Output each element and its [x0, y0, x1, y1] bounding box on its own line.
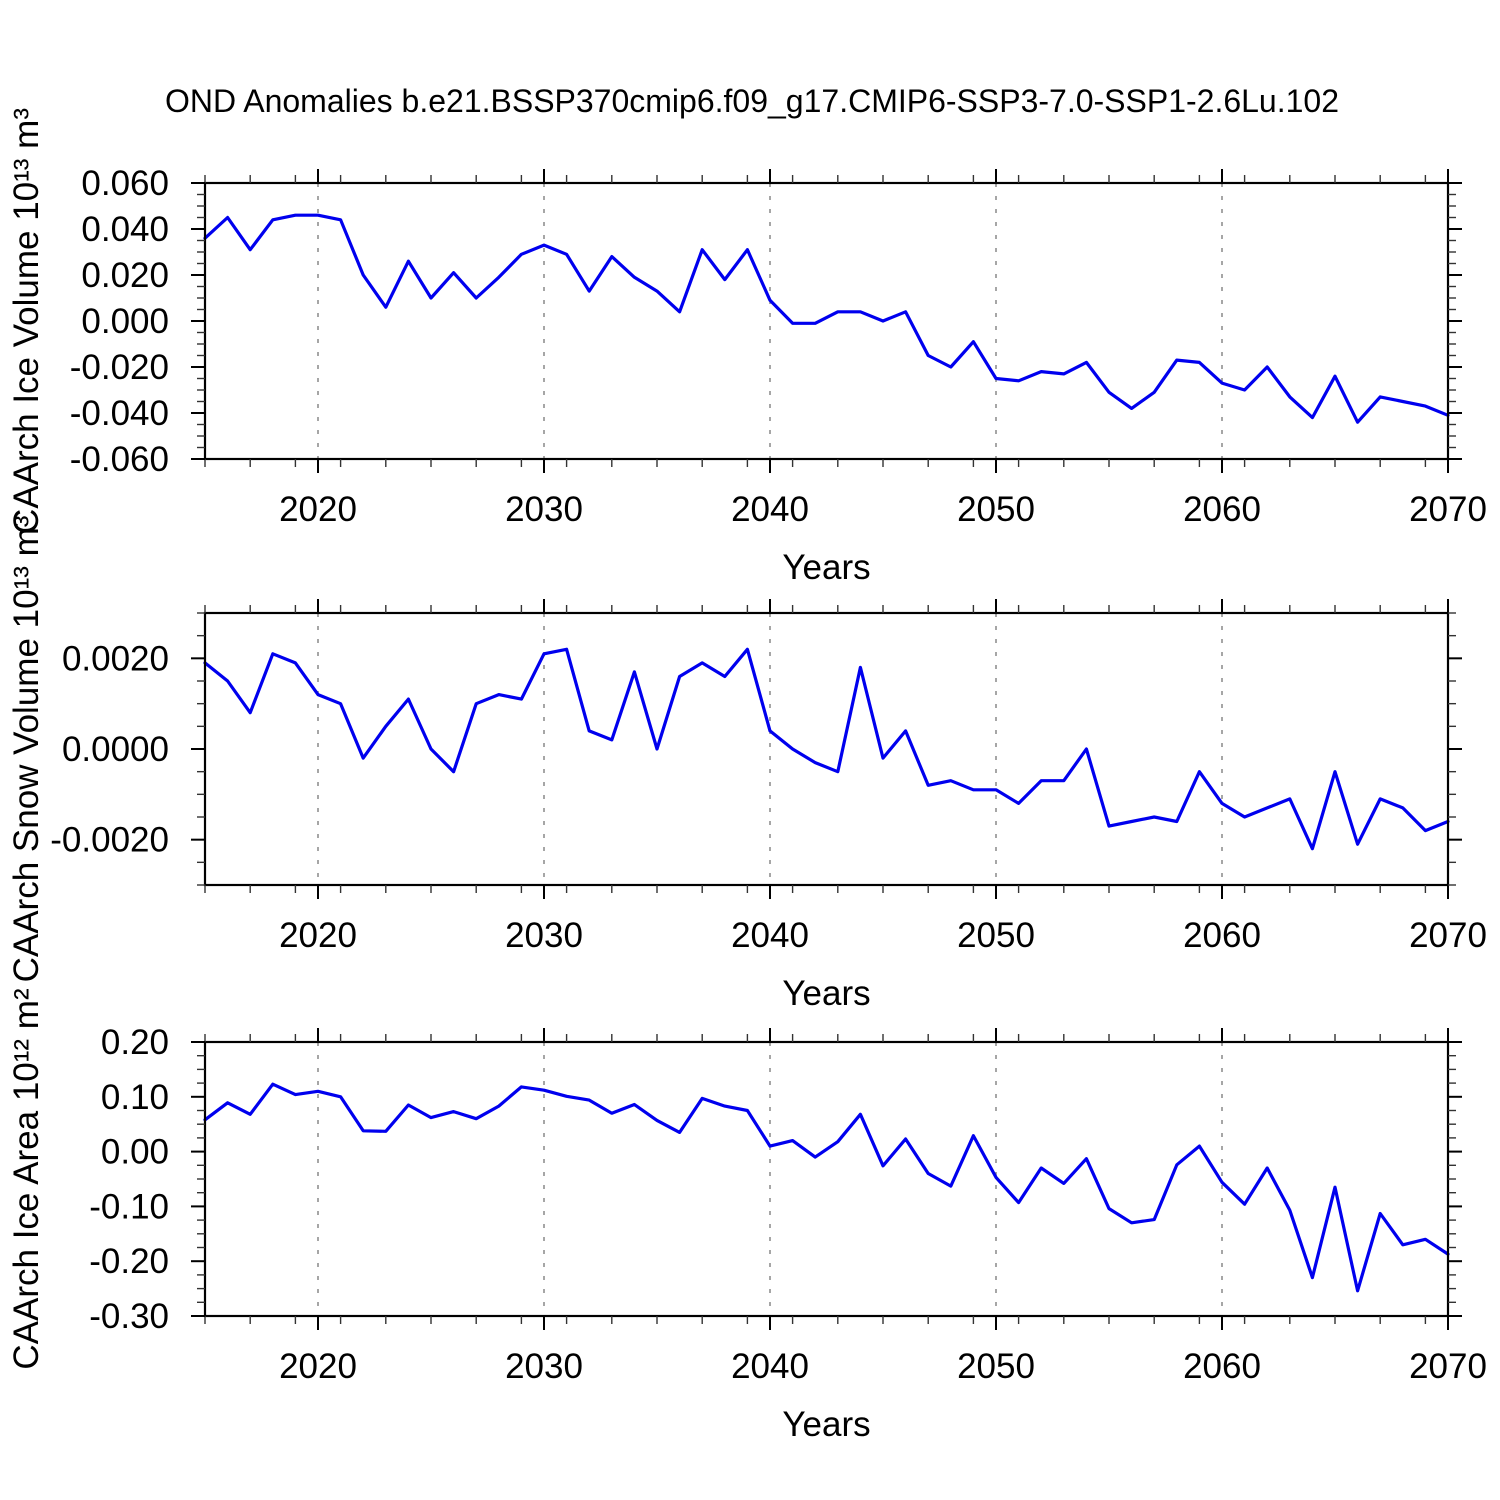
panels-group: 2020 2030 2040 2050 2060 2070 0.060 0.040 0.020 0…: [7, 108, 1487, 1444]
x-tick-label: 2070: [1409, 916, 1487, 955]
x-tick-label: 2050: [957, 1347, 1035, 1386]
x-axis-title: Years: [782, 1405, 870, 1444]
y-tick-label: -0.30: [89, 1297, 169, 1336]
y-tick-label: 0.040: [81, 210, 169, 249]
y-tick-label: -0.20: [89, 1242, 169, 1281]
panel-ice-volume: 2020 2030 2040 2050 2060 2070 0.060 0.040 0.020 0…: [7, 108, 1487, 587]
x-tick-label: 2020: [279, 916, 357, 955]
x-tick-label: 2060: [1183, 1347, 1261, 1386]
x-axis-title: Years: [782, 548, 870, 587]
y-tick-label: 0.00: [101, 1133, 169, 1172]
x-tick-label: 2070: [1409, 1347, 1487, 1386]
y-tick-label: -0.040: [70, 394, 169, 433]
x-tick-label: 2040: [731, 490, 809, 529]
y-axis-title: CAArch Ice Volume 10¹³ m³: [7, 108, 46, 534]
y-tick-label: -0.0020: [50, 821, 169, 860]
y-tick-label: -0.020: [70, 348, 169, 387]
x-tick-label: 2020: [279, 490, 357, 529]
y-tick-label: 0.000: [81, 302, 169, 341]
ice-area-line: [203, 1082, 1450, 1293]
panel-ice-area: 2020 2030 2040 2050 2060 2070 0.20 0.10 0.00 -0.1…: [7, 988, 1487, 1444]
x-tick-label: 2060: [1183, 916, 1261, 955]
figure-title: OND Anomalies b.e21.BSSP370cmip6.f09_g17…: [165, 83, 1339, 119]
x-tick-label: 2030: [505, 916, 583, 955]
x-tick-label: 2040: [731, 1347, 809, 1386]
y-tick-label: 0.020: [81, 256, 169, 295]
y-tick-label: -0.10: [89, 1187, 169, 1226]
plot-frame: [203, 181, 1450, 461]
ice-volume-line: [203, 213, 1450, 424]
x-tick-label: 2070: [1409, 490, 1487, 529]
x-tick-label: 2050: [957, 916, 1035, 955]
plot-frame: [203, 611, 1450, 887]
x-tick-label: 2060: [1183, 490, 1261, 529]
panel-snow-volume: 2020 2030 2040 2050 2060 2070 0.0020 0.0000 -0.0…: [7, 516, 1487, 1013]
y-axis-title: CAArch Ice Area 10¹² m²: [7, 988, 46, 1369]
y-tick-label: 0.0020: [62, 639, 169, 678]
x-tick-label: 2020: [279, 1347, 357, 1386]
x-axis-title: Years: [782, 974, 870, 1013]
y-tick-label: 0.20: [101, 1023, 169, 1062]
x-tick-label: 2030: [505, 1347, 583, 1386]
y-axis-title: CAArch Snow Volume 10¹³ m³: [7, 516, 46, 983]
x-tick-label: 2040: [731, 916, 809, 955]
x-tick-label: 2030: [505, 490, 583, 529]
y-tick-label: 0.060: [81, 164, 169, 203]
y-tick-label: 0.0000: [62, 730, 169, 769]
x-tick-label: 2050: [957, 490, 1035, 529]
y-tick-label: 0.10: [101, 1078, 169, 1117]
y-tick-label: -0.060: [70, 440, 169, 479]
snow-volume-line: [203, 647, 1450, 851]
